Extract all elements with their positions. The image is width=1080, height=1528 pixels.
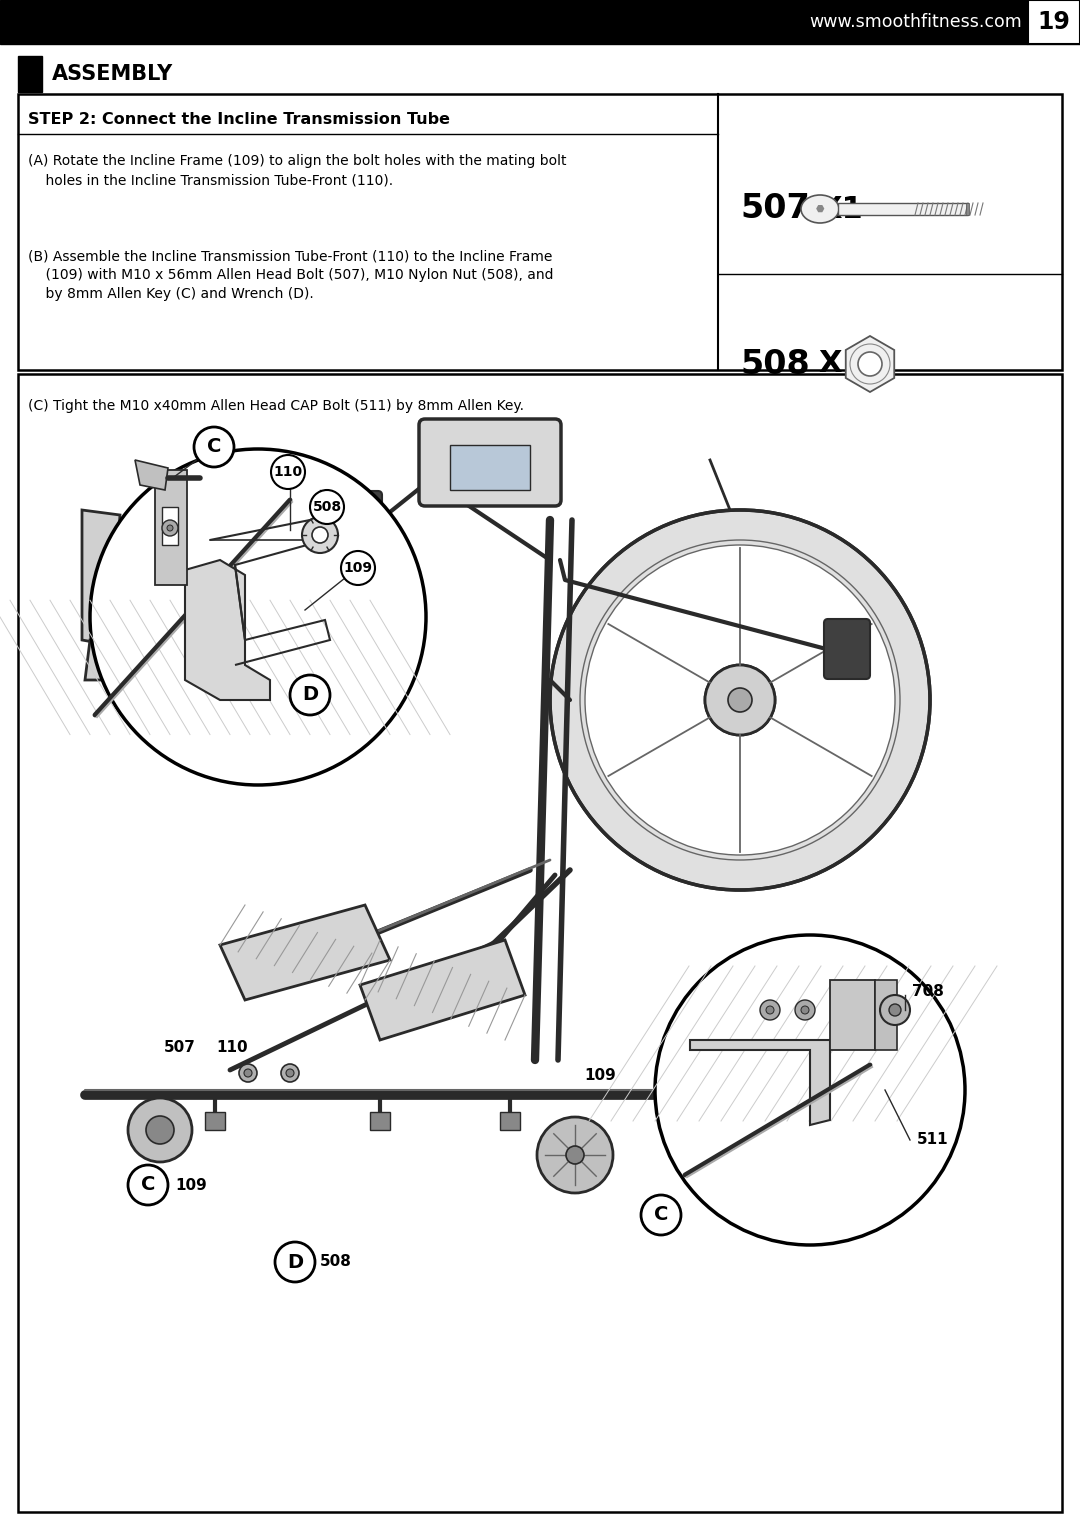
FancyBboxPatch shape [419, 419, 561, 506]
Circle shape [728, 688, 752, 712]
Text: C: C [140, 1175, 156, 1195]
FancyBboxPatch shape [824, 619, 870, 678]
Circle shape [705, 665, 775, 735]
Polygon shape [360, 940, 525, 1041]
Polygon shape [135, 460, 168, 490]
Text: 110: 110 [273, 465, 302, 478]
Polygon shape [82, 510, 120, 645]
Text: 508: 508 [320, 1254, 352, 1270]
Circle shape [760, 999, 780, 1021]
Bar [162, 507, 178, 545]
Circle shape [194, 426, 234, 468]
Text: X1: X1 [818, 350, 863, 379]
Bar [18, 95, 1062, 370]
Text: by 8mm Allen Key (C) and Wrench (D).: by 8mm Allen Key (C) and Wrench (D). [28, 287, 314, 301]
Text: 110: 110 [216, 1039, 247, 1054]
Text: 507: 507 [164, 1039, 195, 1054]
Text: 109: 109 [175, 1178, 206, 1192]
Text: 109: 109 [584, 1068, 616, 1082]
Circle shape [275, 1242, 315, 1282]
Circle shape [341, 552, 375, 585]
Circle shape [801, 1005, 809, 1015]
Circle shape [537, 1117, 613, 1193]
Circle shape [795, 999, 815, 1021]
Circle shape [239, 1063, 257, 1082]
Circle shape [90, 449, 426, 785]
Text: 508: 508 [312, 500, 341, 513]
Text: ⬣: ⬣ [815, 205, 824, 214]
Circle shape [244, 1070, 252, 1077]
Bar [0, 0, 1080, 44]
Circle shape [585, 545, 895, 856]
Circle shape [291, 675, 330, 715]
Text: 19: 19 [1038, 11, 1070, 34]
Bar [1028, 0, 1080, 44]
Circle shape [566, 1146, 584, 1164]
FancyBboxPatch shape [336, 490, 382, 549]
Text: X1: X1 [818, 194, 863, 223]
Text: (A) Rotate the Incline Frame (109) to align the bolt holes with the mating bolt: (A) Rotate the Incline Frame (109) to al… [28, 154, 567, 168]
Circle shape [312, 527, 328, 542]
Text: holes in the Incline Transmission Tube-Front (110).: holes in the Incline Transmission Tube-F… [28, 173, 393, 186]
Circle shape [310, 490, 345, 524]
Text: 507: 507 [740, 193, 810, 226]
Polygon shape [85, 640, 185, 680]
Text: 708: 708 [912, 984, 944, 999]
Circle shape [146, 1115, 174, 1144]
Circle shape [642, 1195, 681, 1235]
Bar [205, 1112, 225, 1131]
Circle shape [167, 526, 173, 532]
Polygon shape [185, 559, 270, 700]
Circle shape [281, 1063, 299, 1082]
Circle shape [129, 1099, 192, 1161]
Text: www.smoothfitness.com: www.smoothfitness.com [809, 14, 1022, 31]
Bar [18, 374, 1062, 1513]
Text: D: D [287, 1253, 303, 1271]
Circle shape [162, 520, 178, 536]
Circle shape [271, 455, 305, 489]
Bar [875, 979, 897, 1050]
Text: 508: 508 [740, 347, 810, 380]
Circle shape [550, 510, 930, 889]
Text: ASSEMBLY: ASSEMBLY [52, 64, 173, 84]
Ellipse shape [801, 196, 839, 223]
Text: (109) with M10 x 56mm Allen Head Bolt (507), M10 Nylon Nut (508), and: (109) with M10 x 56mm Allen Head Bolt (5… [28, 267, 554, 283]
Circle shape [129, 1164, 168, 1206]
Text: D: D [302, 686, 319, 704]
Text: C: C [206, 437, 221, 457]
Circle shape [302, 516, 338, 553]
Bar [831, 979, 875, 1050]
Text: (B) Assemble the Incline Transmission Tube-Front (110) to the Incline Frame: (B) Assemble the Incline Transmission Tu… [28, 249, 552, 263]
Polygon shape [846, 336, 894, 393]
Bar [370, 1112, 390, 1131]
Circle shape [858, 351, 882, 376]
Bar [966, 203, 969, 215]
Bar [1028, 0, 1080, 44]
Text: STEP 2: Connect the Incline Transmission Tube: STEP 2: Connect the Incline Transmission… [28, 113, 450, 127]
Polygon shape [690, 1041, 831, 1125]
Text: 511: 511 [917, 1132, 948, 1148]
Bar [156, 471, 187, 585]
Circle shape [889, 1004, 901, 1016]
Bar [18, 57, 42, 92]
Text: C: C [653, 1206, 669, 1224]
Text: 109: 109 [343, 561, 373, 575]
Circle shape [880, 995, 910, 1025]
Circle shape [286, 1070, 294, 1077]
Circle shape [766, 1005, 774, 1015]
Bar [500, 1112, 519, 1131]
Text: (C) Tight the M10 x40mm Allen Head CAP Bolt (511) by 8mm Allen Key.: (C) Tight the M10 x40mm Allen Head CAP B… [28, 399, 524, 413]
Circle shape [654, 935, 966, 1245]
Polygon shape [220, 905, 390, 999]
Bar [450, 445, 530, 490]
Bar [838, 203, 968, 215]
